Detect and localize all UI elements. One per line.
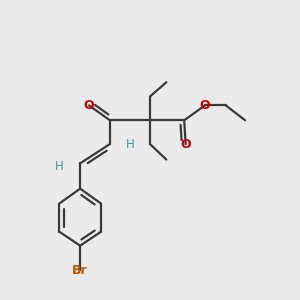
Text: O: O bbox=[84, 99, 94, 112]
Text: O: O bbox=[180, 138, 191, 151]
Text: H: H bbox=[126, 138, 135, 151]
Text: H: H bbox=[54, 160, 63, 173]
Text: Br: Br bbox=[72, 264, 88, 277]
Text: O: O bbox=[200, 99, 210, 112]
